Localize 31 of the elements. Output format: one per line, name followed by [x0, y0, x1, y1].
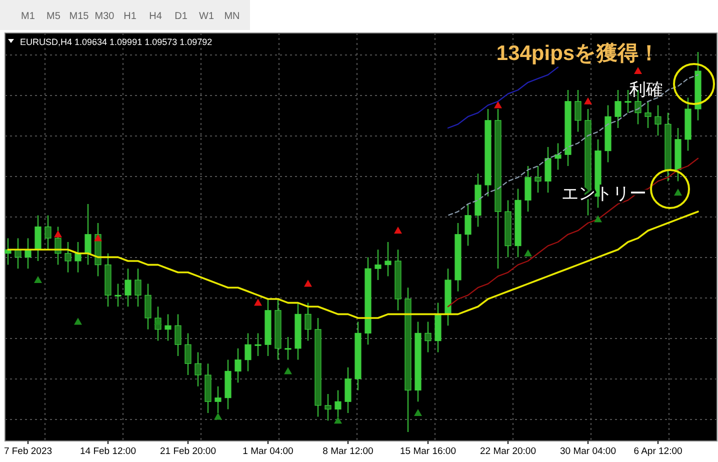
- x-tick-label: 30 Mar 04:00: [560, 446, 616, 457]
- point: [634, 67, 642, 74]
- point: [674, 188, 682, 196]
- point: [594, 215, 602, 222]
- toolbar: M1 M5 M15 M30 H1 H4 D1 W1 MN: [21, 11, 240, 22]
- point: [94, 234, 102, 242]
- annotation: 134pipsを獲得！: [496, 42, 660, 65]
- x-tick-label: 6 Apr 12:00: [634, 446, 682, 457]
- point: [154, 318, 162, 325]
- x-tick-label: 7 Feb 2023: [4, 446, 52, 457]
- chart-title: EURUSD,H4 1.09634 1.09991 1.09573 1.09792: [20, 37, 212, 47]
- point: [584, 97, 592, 104]
- x-tick-label: 22 Mar 20:00: [480, 446, 536, 457]
- annotation: 利確: [629, 80, 663, 99]
- point: [394, 226, 402, 234]
- x-tick-label: 8 Mar 12:00: [322, 446, 374, 457]
- point: [34, 276, 42, 283]
- point: [414, 409, 422, 416]
- point: [304, 280, 312, 287]
- x-tick-label: 21 Feb 20:00: [160, 446, 216, 457]
- point: [334, 416, 342, 424]
- point: [284, 367, 292, 374]
- point: [74, 318, 82, 325]
- point: [54, 230, 62, 238]
- point: [524, 249, 532, 256]
- x-tick-label: 14 Feb 12:00: [80, 446, 136, 457]
- x-tick-label: 15 Mar 16:00: [400, 446, 456, 457]
- point: [494, 101, 502, 108]
- point: [254, 298, 262, 306]
- point: [214, 412, 222, 420]
- x-tick-label: 1 Mar 04:00: [242, 446, 294, 457]
